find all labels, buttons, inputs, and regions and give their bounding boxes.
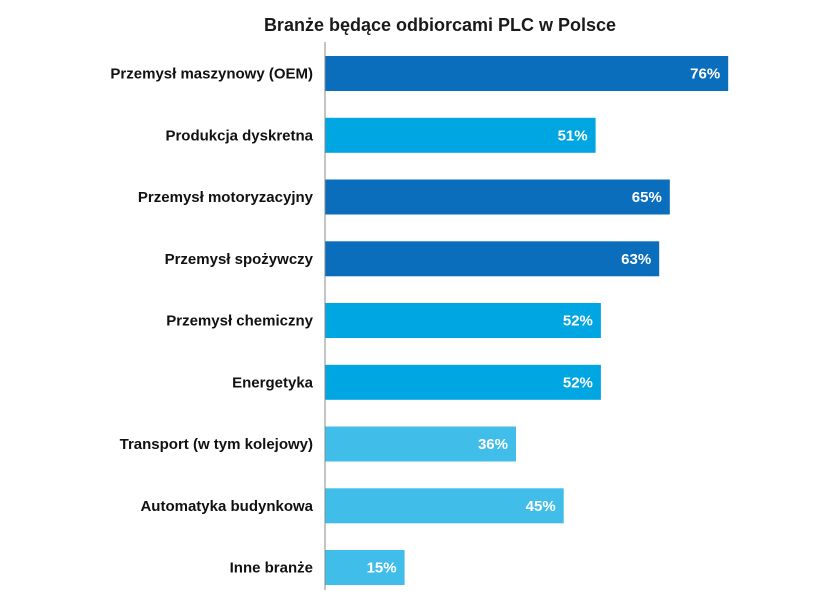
bar-8 (325, 488, 564, 524)
category-label-7: Transport (w tym kolejowy) (120, 436, 313, 453)
bar-7 (325, 426, 516, 462)
value-label-1: 76% (690, 66, 720, 83)
category-label-5: Przemysł chemiczny (166, 313, 313, 330)
category-label-6: Energetyka (232, 374, 314, 391)
bar-1 (325, 56, 729, 91)
bar-5 (325, 303, 601, 338)
category-label-8: Automatyka budynkowa (140, 498, 313, 515)
category-label-9: Inne branże (230, 560, 313, 577)
category-label-1: Przemysł maszynowy (OEM) (110, 66, 313, 83)
category-label-3: Przemysł motoryzacyjny (138, 189, 314, 206)
value-label-6: 52% (563, 374, 593, 391)
category-label-4: Przemysł spożywczy (165, 251, 314, 268)
bar-3 (325, 179, 670, 215)
value-label-9: 15% (367, 560, 397, 577)
chart-title: Branże będące odbiorcami PLC w Polsce (264, 15, 616, 35)
value-label-3: 65% (632, 189, 662, 206)
value-label-2: 51% (558, 127, 588, 144)
bar-4 (325, 241, 660, 277)
bar-9 (325, 550, 405, 585)
value-label-5: 52% (563, 313, 593, 330)
value-label-7: 36% (478, 436, 508, 453)
value-label-8: 45% (526, 498, 556, 515)
bar-6 (325, 364, 601, 400)
bar-2 (325, 117, 596, 153)
category-label-2: Produkcja dyskretna (165, 127, 313, 144)
value-label-4: 63% (621, 251, 651, 268)
bars-group: Przemysł maszynowy (OEM) 76% Produkcja dys… (110, 56, 729, 585)
